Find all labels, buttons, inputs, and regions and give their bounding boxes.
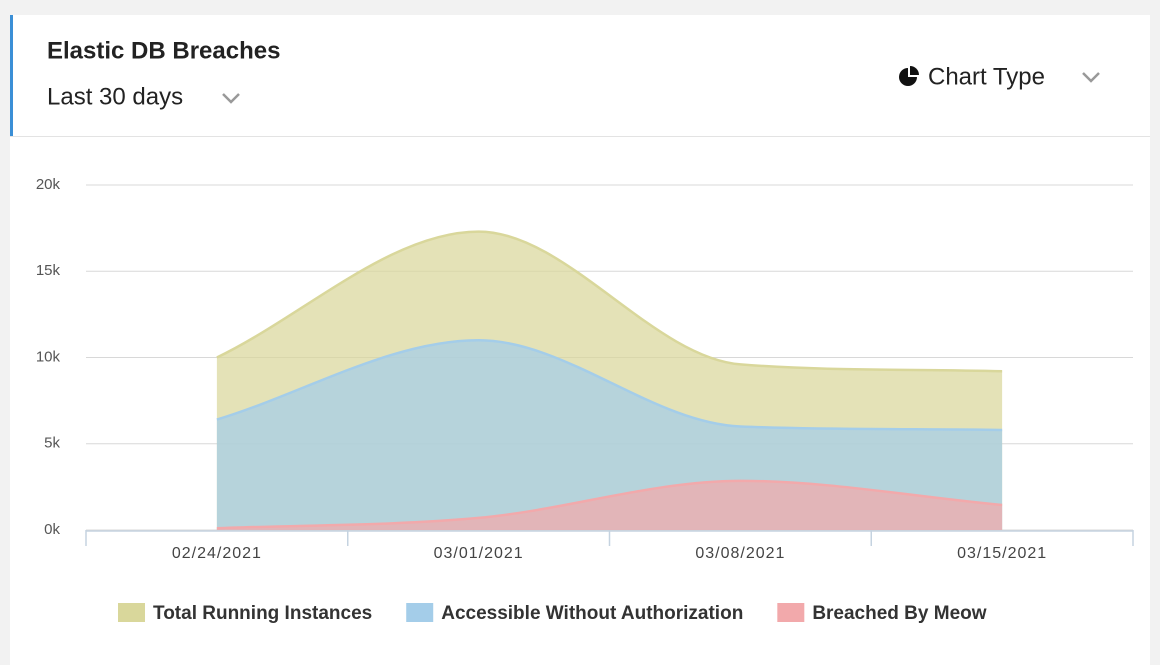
x-tick-label: 03/01/2021 — [434, 545, 524, 562]
area-line — [216, 479, 1003, 530]
area-line — [216, 230, 1003, 373]
x-tick-label: 02/24/2021 — [172, 545, 262, 562]
legend-label[interactable]: Total Running Instances — [153, 603, 372, 624]
period: Last 30 days — [47, 83, 183, 110]
area — [216, 480, 1003, 530]
x-tick-label: 03/15/2021 — [957, 545, 1047, 562]
title: Elastic DB Breaches — [47, 37, 280, 64]
legend-swatch[interactable] — [406, 603, 434, 622]
y-tick-label: 10k — [36, 348, 61, 365]
y-tick-label: 0k — [44, 521, 60, 538]
chart-type: Chart Type — [928, 63, 1045, 90]
chart-type-dropdown[interactable]: Chart Type — [899, 63, 1100, 90]
legend-label[interactable]: Breached By Meow — [812, 603, 986, 624]
y-tick-label: 5k — [44, 435, 60, 452]
area-line — [216, 338, 1003, 432]
x-tick-label: 03/08/2021 — [695, 545, 785, 562]
accent-bar — [10, 15, 13, 136]
legend-swatch[interactable] — [777, 603, 805, 622]
y-tick-label: 20k — [36, 176, 61, 193]
period-dropdown[interactable]: Last 30 days — [47, 83, 240, 110]
pie-icon-slice — [910, 66, 919, 75]
chevron — [1082, 72, 1100, 83]
legend-label[interactable]: Accessible Without Authorization — [441, 603, 743, 624]
pie-icon — [899, 68, 917, 86]
y-tick-label: 15k — [36, 262, 61, 279]
chevron — [222, 93, 240, 104]
legend-swatch[interactable] — [118, 603, 145, 622]
